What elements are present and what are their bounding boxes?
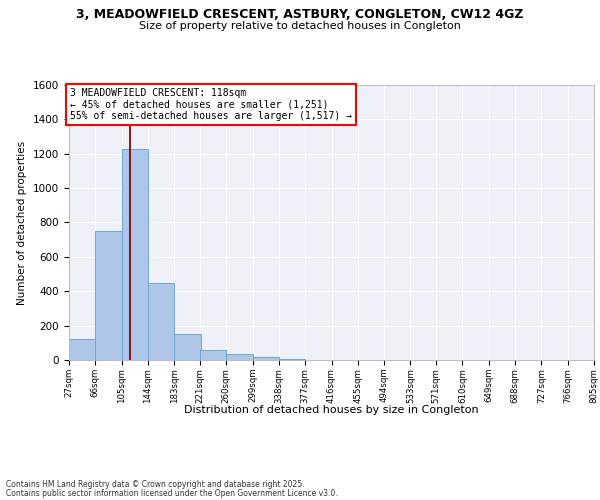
Bar bbox=[226, 354, 253, 360]
Bar bbox=[69, 340, 95, 360]
Y-axis label: Number of detached properties: Number of detached properties bbox=[17, 140, 28, 304]
Bar bbox=[253, 358, 279, 360]
Text: 3, MEADOWFIELD CRESCENT, ASTBURY, CONGLETON, CW12 4GZ: 3, MEADOWFIELD CRESCENT, ASTBURY, CONGLE… bbox=[76, 8, 524, 20]
Text: Size of property relative to detached houses in Congleton: Size of property relative to detached ho… bbox=[139, 21, 461, 31]
Text: 3 MEADOWFIELD CRESCENT: 118sqm
← 45% of detached houses are smaller (1,251)
55% : 3 MEADOWFIELD CRESCENT: 118sqm ← 45% of … bbox=[70, 88, 352, 121]
Bar bbox=[174, 334, 200, 360]
Bar bbox=[122, 148, 148, 360]
Bar bbox=[95, 231, 122, 360]
Bar bbox=[148, 282, 174, 360]
Text: Contains HM Land Registry data © Crown copyright and database right 2025.: Contains HM Land Registry data © Crown c… bbox=[6, 480, 305, 489]
Text: Contains public sector information licensed under the Open Government Licence v3: Contains public sector information licen… bbox=[6, 489, 338, 498]
Bar bbox=[200, 350, 226, 360]
Bar bbox=[279, 359, 305, 360]
X-axis label: Distribution of detached houses by size in Congleton: Distribution of detached houses by size … bbox=[184, 406, 479, 415]
